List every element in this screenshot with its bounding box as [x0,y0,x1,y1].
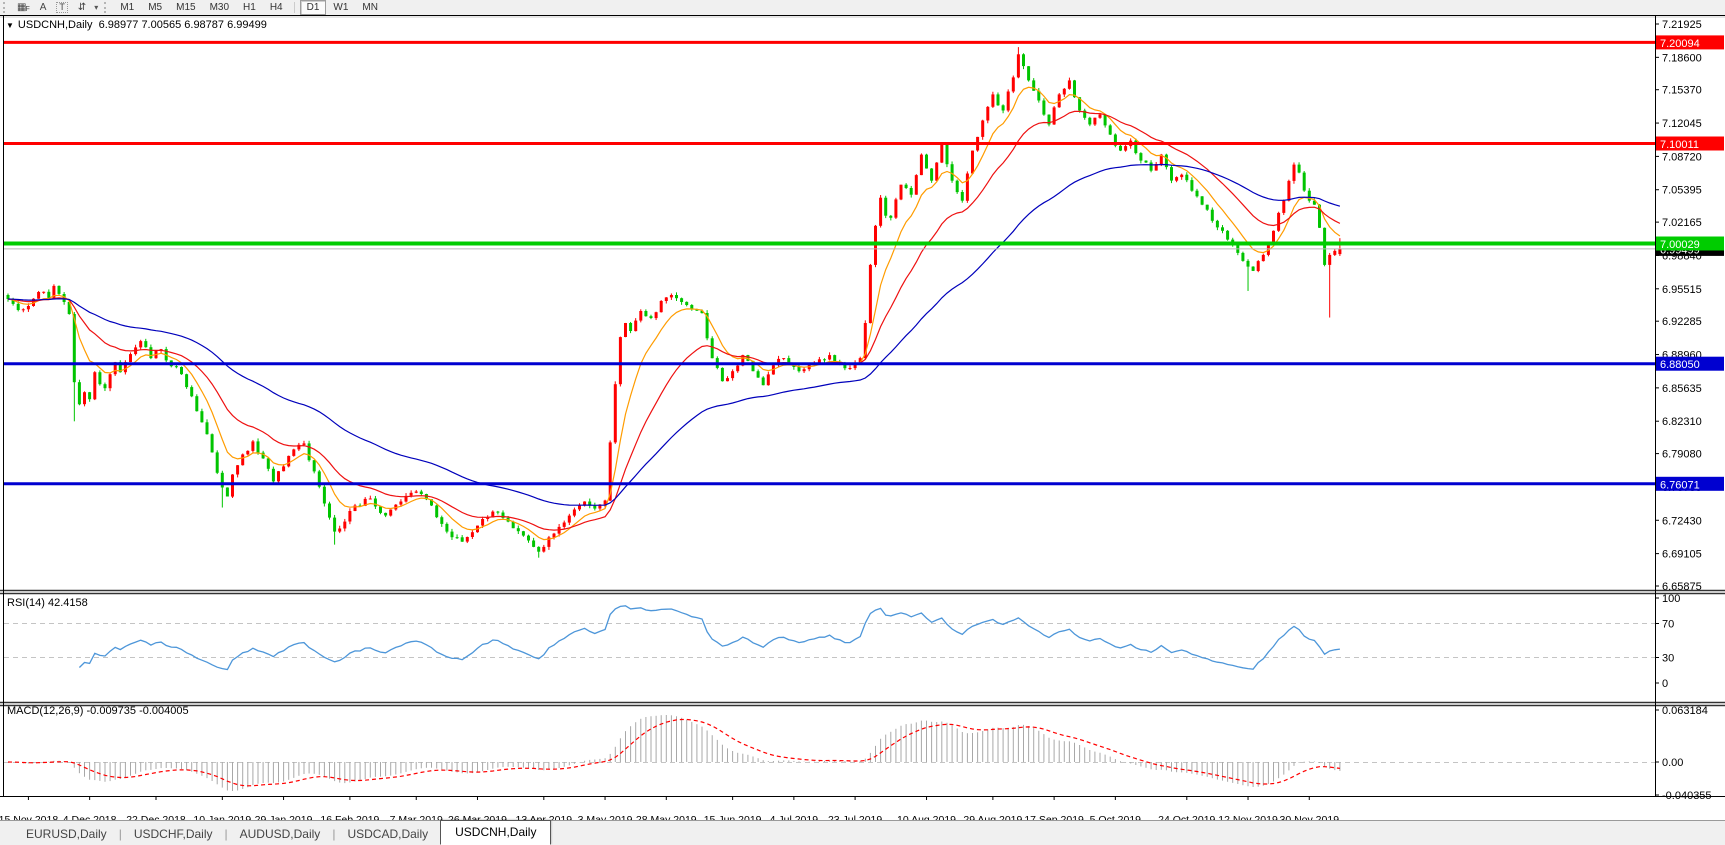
svg-text:6.65875: 6.65875 [1662,581,1702,593]
tab-audusd-daily[interactable]: AUDUSD,Daily [239,827,321,841]
font-tool-icon[interactable]: A [39,2,47,13]
svg-text:7.21925: 7.21925 [1662,19,1702,31]
timeframe-h1-button[interactable]: H1 [243,2,256,13]
svg-text:100: 100 [1662,593,1680,605]
svg-text:0.00: 0.00 [1662,757,1683,769]
svg-text:6.69105: 6.69105 [1662,549,1702,561]
timeframe-m30-button[interactable]: M30 [209,2,230,13]
svg-text:0.063184: 0.063184 [1662,705,1708,717]
svg-text:7.02165: 7.02165 [1662,217,1702,229]
svg-text:6.88050: 6.88050 [1660,359,1700,371]
timeframe-h4-button[interactable]: H4 [269,2,283,13]
symbol-tabbar: EURUSD,Daily | USDCHF,Daily | AUDUSD,Dai… [0,820,1725,845]
timeframe-d1-button[interactable]: D1 [299,0,327,15]
time-axis[interactable]: 15 Nov 2018 4 Dec 2018 22 Dec 2018 10 Jan 2… [0,797,1339,826]
price-axis[interactable]: 7.21925 7.18600 7.15370 7.12045 7.08720 7.053… [1655,19,1724,802]
svg-text:-0.040355: -0.040355 [1662,790,1712,802]
svg-text:7.08720: 7.08720 [1662,151,1702,163]
chart-canvas[interactable]: 7.21925 7.18600 7.15370 7.12045 7.08720 7.053… [0,15,1725,826]
rsi-line [78,605,1340,671]
macd-signal-line [7,718,1340,787]
tab-separator: | [224,827,228,841]
hline-price-label [1656,356,1724,371]
svg-text:6.92285: 6.92285 [1662,316,1702,328]
svg-text:7.05395: 7.05395 [1662,185,1702,197]
hline-price-label [1656,136,1724,151]
svg-text:6.95515: 6.95515 [1662,284,1702,296]
tab-separator: | [118,827,122,841]
hline-price-label [1656,236,1724,251]
svg-text:7.20094: 7.20094 [1660,38,1700,50]
chart-grid-icon[interactable]: ▦ F [17,2,30,13]
svg-text:70: 70 [1662,619,1674,631]
timeframe-w1-button[interactable]: W1 [333,2,349,13]
toolbar: ▦ F A T ⇵ ▾ M1 M5 M15 M30 H1 H4 D1 W1 MN [0,0,1725,16]
tab-usdcnh-daily[interactable]: USDCNH,Daily [440,820,552,845]
macd-pane[interactable] [4,715,1655,791]
tab-eurusd-daily[interactable]: EURUSD,Daily [26,827,107,841]
timeframe-m1-button[interactable]: M1 [120,2,135,13]
svg-text:0: 0 [1662,678,1668,690]
ma-21-line [7,110,1341,531]
svg-text:7.10011: 7.10011 [1660,139,1699,151]
ma-8-line [7,86,1341,541]
chart-dropdown-icon[interactable]: ▼ [6,21,14,30]
svg-text:30: 30 [1662,653,1674,665]
hline-price-label [1656,476,1724,491]
tab-usdchf-daily[interactable]: USDCHF,Daily [133,827,213,841]
svg-text:6.85635: 6.85635 [1662,383,1702,395]
chart-window: ▼ USDCNH,Daily 6.98977 7.00565 6.98787 6.… [0,15,1725,826]
svg-text:6.82310: 6.82310 [1662,416,1702,428]
tab-usdcad-daily[interactable]: USDCAD,Daily [347,827,429,841]
toolbar-drag-handle[interactable] [104,2,110,13]
timeframe-m5-button[interactable]: M5 [148,2,163,13]
arrange-caret-icon[interactable]: ▾ [94,3,99,12]
ma-55-line [7,163,1341,506]
arrange-tool-icon[interactable]: ⇵ [77,2,87,13]
svg-text:7.12045: 7.12045 [1662,118,1702,130]
svg-text:6.79080: 6.79080 [1662,449,1702,461]
svg-text:7.18600: 7.18600 [1662,52,1702,64]
timeframe-m15-button[interactable]: M15 [176,2,196,13]
price-pane[interactable] [4,40,1655,558]
svg-text:7.15370: 7.15370 [1662,85,1702,97]
svg-text:6.72430: 6.72430 [1662,515,1702,527]
svg-text:7.00029: 7.00029 [1660,239,1700,251]
tab-separator: | [332,827,336,841]
text-label-tool-icon[interactable]: T [51,1,73,14]
rsi-pane[interactable] [4,605,1655,671]
toolbar-separator [293,2,296,13]
hline-price-label [1656,35,1724,50]
timeframe-mn-button[interactable]: MN [362,2,378,13]
svg-text:6.76071: 6.76071 [1660,479,1700,491]
toolbar-drag-handle[interactable] [3,2,9,13]
